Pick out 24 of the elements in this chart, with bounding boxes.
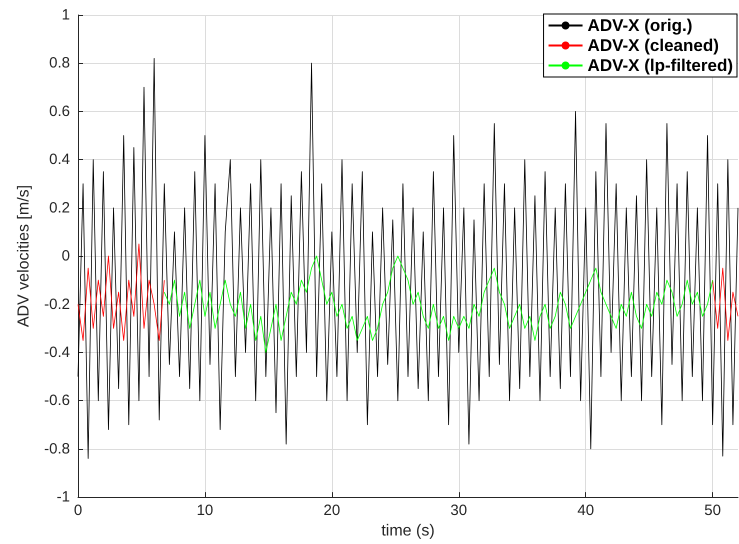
line-series (164, 256, 714, 353)
y-tick-label: -0.8 (44, 440, 70, 458)
y-tick-label: -0.4 (44, 344, 70, 361)
legend-label: ADV-X (orig.) (588, 16, 692, 35)
y-tick-label: 0.8 (49, 54, 70, 72)
y-tick-label: -0.2 (44, 296, 70, 313)
x-tick-label: 20 (324, 502, 340, 520)
x-axis-title: time (s) (381, 522, 435, 540)
legend-label: ADV-X (cleaned) (588, 36, 719, 55)
x-tick-label: 10 (196, 502, 214, 520)
x-tick-label: 30 (450, 502, 468, 520)
y-tick-label: -1 (56, 488, 70, 506)
x-tick-label: 0 (74, 502, 82, 520)
legend-label: ADV-X (lp-filtered) (588, 56, 734, 75)
y-tick-label: 0.4 (49, 151, 70, 168)
x-tick-label: 40 (577, 502, 594, 520)
line-series (78, 58, 738, 459)
y-tick-label: 0.2 (49, 199, 70, 216)
y-tick-label: 1 (62, 6, 70, 24)
x-tick-label: 50 (704, 502, 721, 520)
y-tick-label: -0.6 (44, 392, 70, 410)
y-tick-label: 0 (62, 248, 70, 265)
y-tick-label: 0.6 (49, 102, 70, 120)
y-axis-title: ADV velocities [m/s] (16, 184, 32, 328)
